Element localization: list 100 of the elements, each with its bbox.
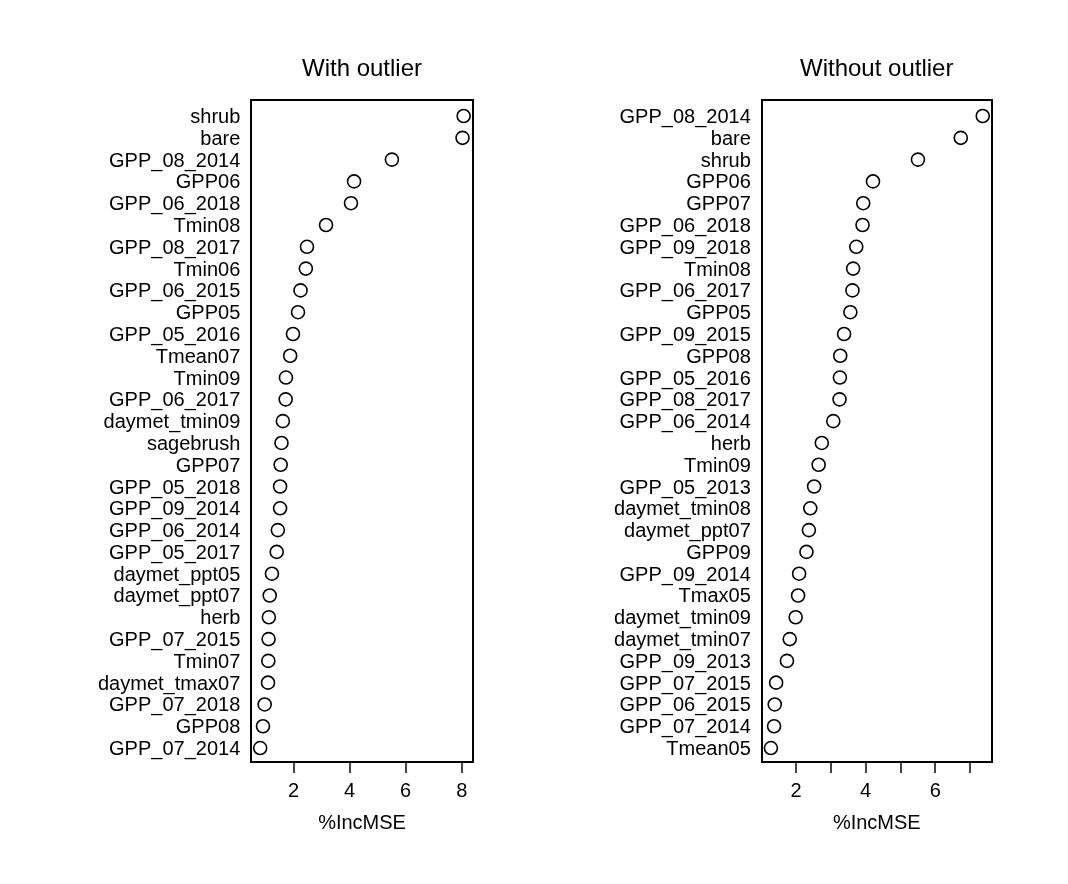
y-tick-label: GPP_09_2014 [619, 562, 751, 586]
y-tick-label: herb [200, 606, 241, 629]
point [290, 304, 306, 320]
point [766, 718, 782, 734]
point [843, 304, 858, 320]
x-axis-title: %IncMSE [832, 810, 921, 833]
point [318, 217, 334, 233]
point [855, 217, 870, 233]
y-tick-label: daymet_ppt07 [624, 519, 751, 543]
point [252, 740, 268, 756]
y-tick-label: GPP_05_2016 [619, 366, 751, 390]
point [257, 697, 272, 712]
point [384, 152, 400, 167]
y-tick-label: GPP_08_2014 [619, 105, 751, 129]
point [788, 609, 803, 625]
y-tick-label: GPP06 [686, 170, 751, 193]
y-tick-label: GPP_08_2017 [109, 235, 241, 259]
point [272, 479, 288, 494]
point [848, 239, 864, 255]
y-tick-label: GPP07 [175, 453, 241, 476]
point [799, 544, 814, 560]
y-tick-label: GPP_07_2014 [619, 715, 751, 739]
y-tick-label: shrub [700, 148, 751, 171]
point [845, 261, 861, 276]
point [278, 392, 293, 407]
y-tick-label: daymet_tmin09 [614, 606, 751, 630]
y-tick-label: shrub [190, 105, 241, 128]
point [343, 195, 359, 211]
y-tick-label: herb [710, 431, 751, 454]
y-tick-label: GPP_06_2015 [109, 279, 241, 303]
point [832, 392, 847, 407]
y-tick-label: bare [710, 126, 751, 149]
point [825, 413, 841, 429]
x-tick-label: 4 [860, 778, 872, 801]
chart-title: Without outlier [800, 54, 954, 81]
point [269, 544, 285, 560]
x-tick-label: 6 [400, 778, 412, 801]
point [855, 195, 871, 211]
y-tick-label: GPP_06_2018 [109, 192, 241, 216]
point [814, 435, 830, 451]
point [278, 370, 294, 385]
x-tick-label: 4 [344, 778, 356, 801]
point [298, 261, 314, 276]
y-tick-label: GPP05 [175, 301, 241, 324]
point [767, 697, 783, 712]
y-tick-label: GPP_06_2018 [619, 214, 751, 237]
point [272, 501, 288, 516]
point [910, 152, 926, 167]
point [274, 435, 289, 451]
point [779, 653, 795, 669]
point [285, 326, 301, 342]
point [791, 566, 807, 581]
point [273, 457, 288, 473]
y-tick-label: daymet_tmax07 [98, 671, 241, 695]
y-tick-label: GPP08 [175, 715, 241, 738]
point [455, 130, 470, 146]
y-tick-label: GPP_05_2013 [619, 475, 751, 499]
x-tick-label: 2 [790, 778, 802, 801]
point [264, 566, 280, 581]
y-tick-label: daymet_tmin07 [614, 628, 751, 652]
point [953, 130, 969, 146]
point [456, 108, 471, 124]
point [811, 457, 826, 473]
y-tick-label: GPP05 [686, 301, 751, 324]
y-tick-label: GPP_08_2014 [109, 148, 241, 172]
y-tick-label: GPP07 [686, 192, 751, 215]
y-tick-label: Tmean05 [666, 737, 751, 760]
point [763, 740, 779, 756]
point [282, 348, 298, 364]
point [836, 326, 852, 342]
x-tick-label: 8 [456, 778, 468, 801]
point [845, 283, 860, 298]
y-tick-label: GPP_09_2015 [619, 322, 751, 346]
point [865, 174, 881, 189]
point [262, 588, 278, 603]
point [260, 675, 276, 690]
point [975, 108, 991, 124]
point [261, 631, 276, 647]
point [802, 501, 818, 516]
point [275, 413, 291, 429]
point [270, 522, 286, 538]
point [790, 588, 806, 603]
y-tick-label: GPP_06_2014 [619, 410, 751, 434]
point [261, 609, 277, 625]
y-tick-label: GPP_06_2017 [619, 279, 751, 303]
y-tick-label: Tmin09 [173, 366, 241, 389]
y-tick-label: GPP_05_2018 [109, 475, 241, 499]
y-tick-label: GPP_06_2017 [109, 388, 241, 412]
point [346, 174, 362, 189]
point [806, 479, 822, 494]
point [261, 653, 276, 669]
x-tick-label: 6 [929, 778, 941, 801]
y-tick-label: bare [200, 126, 241, 149]
y-tick-label: GPP_05_2016 [109, 322, 241, 346]
y-tick-label: GPP_07_2014 [109, 737, 241, 761]
y-tick-label: Tmin08 [173, 214, 241, 236]
point [768, 675, 784, 690]
y-tick-label: daymet_tmin09 [103, 410, 241, 434]
y-tick-label: GPP_06_2014 [109, 519, 241, 543]
y-tick-label: Tmin09 [684, 453, 751, 476]
